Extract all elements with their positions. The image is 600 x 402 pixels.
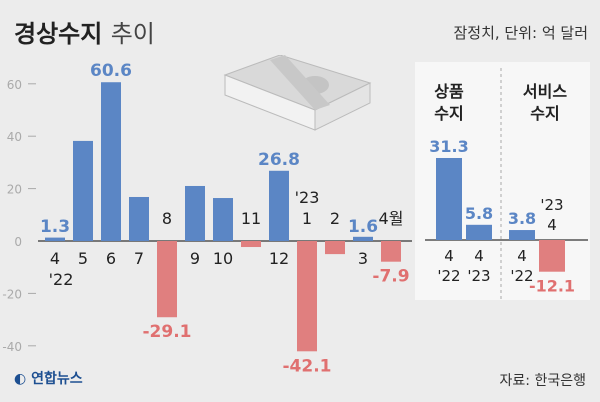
data-label: 1.6	[348, 217, 378, 237]
data-label: 31.3	[429, 137, 468, 156]
category-label: 5	[78, 249, 88, 268]
panel-bar	[509, 230, 535, 240]
bar-10	[325, 241, 345, 255]
bar-4	[157, 241, 177, 318]
category-label: 3	[358, 249, 368, 268]
category-label: 1	[302, 209, 312, 228]
bar-1	[73, 140, 93, 241]
bar-5	[185, 185, 205, 241]
data-label: -7.9	[372, 267, 409, 287]
data-label: -42.1	[283, 356, 332, 376]
y-tick-label: 60	[7, 78, 22, 92]
category-label: 2	[330, 209, 340, 228]
category-label: 9	[190, 249, 200, 268]
panel-title: 서비스	[523, 82, 567, 101]
bar-7	[241, 241, 261, 248]
year-label: '22	[49, 270, 74, 289]
bar-12	[381, 241, 401, 262]
page-title: 경상수지 추이	[14, 20, 155, 48]
category-label: 6	[106, 249, 116, 268]
money-stack-icon	[223, 55, 372, 131]
panel-title: 상품	[434, 82, 464, 101]
yonhap-logo: ◐ 연합뉴스	[14, 371, 83, 387]
data-label: 5.8	[465, 204, 493, 223]
category-label: 12	[269, 249, 289, 268]
y-tick-label: -40	[2, 340, 22, 354]
category-label: 8	[162, 209, 172, 228]
year-label: '23	[295, 188, 320, 207]
data-label: 60.6	[90, 61, 132, 81]
panel-title: 수지	[434, 104, 463, 123]
source-label: 자료: 한국은행	[499, 373, 586, 389]
y-tick-label: 20	[7, 183, 22, 197]
panel-bar	[466, 224, 492, 240]
category-label: 4	[547, 216, 557, 234]
category-label: 10	[213, 249, 233, 268]
data-label: -29.1	[143, 322, 192, 342]
year-label: '23	[540, 196, 563, 214]
category-label: 11	[241, 209, 261, 228]
data-label: 3.8	[508, 209, 536, 228]
bar-8	[269, 170, 289, 241]
unit-label: 잠정치, 단위: 억 달러	[453, 24, 588, 42]
data-label: -12.1	[529, 277, 575, 296]
category-label: 4	[50, 249, 60, 268]
category-label: 4	[444, 247, 454, 265]
data-label: 1.3	[40, 217, 70, 237]
data-label: 26.8	[258, 150, 300, 170]
bar-9	[297, 241, 317, 352]
bar-0	[45, 237, 65, 241]
panel-bar	[539, 240, 565, 272]
panel-title: 수지	[530, 104, 559, 123]
y-tick-label: -20	[2, 287, 22, 301]
y-tick-label: 0	[14, 235, 22, 249]
year-label: '22	[437, 267, 460, 285]
category-label: 4	[474, 247, 484, 265]
bar-3	[129, 196, 149, 241]
bar-11	[353, 236, 373, 241]
panel-bar	[436, 157, 462, 240]
bar-2	[101, 82, 121, 241]
category-label: 4	[517, 247, 527, 265]
category-label: 4월	[379, 209, 404, 228]
year-label: '22	[510, 267, 533, 285]
category-label: 7	[134, 249, 144, 268]
bar-6	[213, 198, 233, 241]
y-tick-label: 40	[7, 130, 22, 144]
year-label: '23	[467, 267, 490, 285]
